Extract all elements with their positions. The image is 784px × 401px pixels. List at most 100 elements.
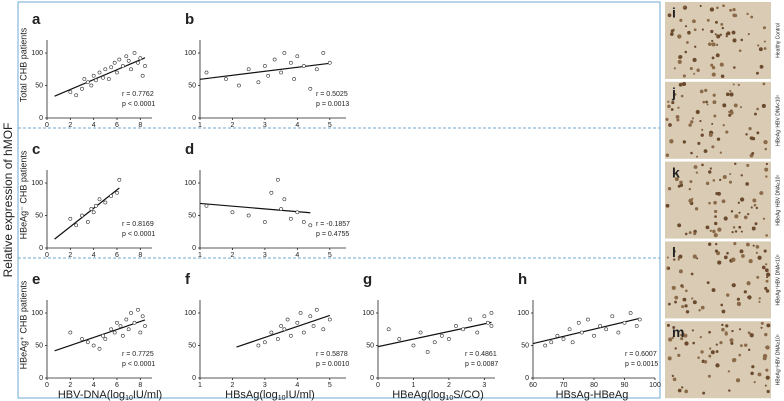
point [634, 324, 639, 328]
cell-nucleus [682, 82, 687, 87]
point [89, 83, 94, 88]
cell-nucleus [712, 93, 716, 97]
y-tick-label: 0 [192, 375, 196, 382]
point [94, 78, 98, 83]
point [275, 177, 280, 182]
point [80, 86, 84, 91]
x-tick-label: 80 [590, 382, 598, 389]
cell-nucleus [758, 47, 763, 52]
cell-nucleus [759, 64, 764, 69]
cell-nucleus [717, 227, 722, 232]
frame [17, 1, 661, 399]
x-axis-label: HBsAg-HBeAg [556, 389, 629, 401]
cell-nucleus [695, 109, 700, 115]
point [138, 56, 143, 61]
point [288, 333, 293, 338]
point [143, 324, 147, 328]
cell-nucleus [709, 167, 712, 170]
cell-nucleus [763, 139, 768, 145]
point [292, 77, 296, 81]
point [115, 320, 119, 325]
point [397, 337, 402, 341]
cell-nucleus [729, 89, 732, 93]
micrograph [665, 2, 771, 79]
point [475, 330, 480, 335]
point [570, 340, 575, 345]
cell-nucleus [740, 38, 743, 42]
cell-nucleus [728, 180, 733, 184]
cell-nucleus [725, 92, 730, 97]
point [91, 73, 96, 78]
cell-nucleus [762, 82, 766, 86]
cell-nucleus [689, 180, 693, 184]
cell-nucleus [709, 7, 715, 12]
point [103, 200, 108, 205]
cell-nucleus [761, 265, 766, 270]
cell-nucleus [738, 49, 742, 52]
cell-nucleus [750, 371, 754, 376]
image-caption: HBeAg⁺HBV DNA<10⁵ [775, 254, 781, 305]
point [288, 216, 293, 221]
point [256, 343, 261, 348]
cell-nucleus [756, 275, 760, 279]
cell-nucleus [714, 242, 718, 246]
x-tick-label: 100 [649, 382, 661, 389]
point [579, 330, 584, 335]
cell-nucleus [678, 269, 683, 274]
cell-nucleus [671, 374, 674, 378]
x-axis-label-part: HBsAg(log [225, 389, 278, 401]
caption-strip [771, 241, 784, 319]
cell-nucleus [667, 356, 672, 361]
cell-nucleus [732, 358, 737, 362]
cell-nucleus [708, 170, 712, 174]
cell-nucleus [722, 124, 725, 127]
panel-letter: g [363, 271, 372, 288]
stat-annotation: r = 0.5878 [316, 351, 348, 358]
micrograph [665, 81, 771, 159]
y-tick-label: 0 [370, 375, 374, 382]
cell-nucleus [738, 211, 741, 214]
cell-nucleus [685, 310, 690, 314]
point [282, 51, 287, 55]
cell-nucleus [688, 187, 692, 191]
point [327, 317, 332, 322]
x-tick-label: 4 [92, 122, 96, 129]
point [91, 343, 96, 348]
cell-nucleus [737, 301, 740, 305]
cell-nucleus [720, 303, 724, 307]
cell-nucleus [707, 242, 712, 246]
cell-nucleus [709, 229, 713, 233]
stat-annotation: p = 0.0015 [625, 361, 658, 368]
cell-nucleus [692, 254, 697, 259]
cell-nucleus [760, 321, 764, 325]
cell-nucleus [680, 94, 684, 98]
cell-nucleus [674, 300, 677, 304]
cell-nucleus [766, 389, 770, 394]
cell-nucleus [745, 133, 748, 136]
cell-nucleus [752, 198, 757, 203]
y-tick-label: 100 [362, 310, 374, 317]
x-tick-label: 4 [92, 252, 96, 259]
cell-nucleus [691, 297, 694, 300]
cell-nucleus [732, 38, 737, 43]
point [482, 314, 487, 319]
cell-nucleus [713, 209, 718, 214]
cell-nucleus [699, 4, 702, 8]
cell-nucleus [728, 113, 732, 117]
point [549, 340, 554, 345]
point [386, 327, 391, 332]
cell-nucleus [713, 232, 718, 238]
cell-nucleus [753, 203, 757, 207]
cell-nucleus [762, 26, 766, 30]
cell-nucleus [708, 133, 713, 137]
point [97, 197, 102, 202]
x-tick-label: 3 [263, 122, 267, 129]
point [637, 317, 642, 322]
cell-nucleus [725, 324, 729, 328]
cell-nucleus [677, 388, 682, 393]
x-tick-label: 60 [529, 382, 537, 389]
point [115, 70, 119, 75]
point [68, 216, 73, 221]
point [246, 67, 251, 72]
cell-nucleus [670, 29, 674, 33]
